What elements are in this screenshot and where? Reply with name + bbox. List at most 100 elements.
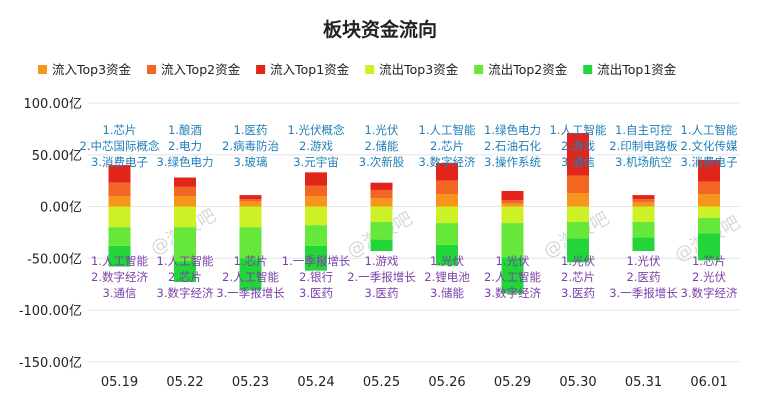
bar-segment bbox=[370, 182, 393, 190]
legend-swatch bbox=[365, 65, 375, 74]
outflow-sector-label: 1.光伏 bbox=[430, 254, 464, 268]
legend-label: 流入Top2资金 bbox=[161, 62, 241, 77]
inflow-sector-label: 2.中芯国际概念 bbox=[80, 139, 160, 153]
bar-segment bbox=[108, 182, 131, 197]
outflow-sector-label: 1.芯片 bbox=[234, 254, 268, 268]
bar-segment bbox=[436, 244, 458, 266]
inflow-sector-label: 2.病毒防治 bbox=[222, 139, 279, 153]
x-tick-label: 05.30 bbox=[559, 375, 596, 390]
outflow-sector-label: 3.储能 bbox=[430, 286, 464, 300]
bar-segment bbox=[632, 195, 655, 200]
outflow-sector-label: 3.通信 bbox=[103, 286, 137, 300]
bar-segment bbox=[239, 195, 262, 200]
x-tick-label: 05.22 bbox=[166, 375, 203, 390]
bar-segment bbox=[698, 217, 720, 234]
bar-segment bbox=[698, 206, 720, 218]
bar-segment bbox=[698, 194, 720, 207]
bar-segment bbox=[305, 206, 327, 226]
outflow-sector-label: 3.一季报增长 bbox=[609, 286, 678, 300]
legend: 流入Top3资金 流入Top2资金 流入Top1资金 流出Top3资金 流出Top2资金… bbox=[38, 62, 677, 77]
bar-segment bbox=[632, 237, 655, 252]
inflow-sector-label: 2.石油石化 bbox=[484, 139, 541, 153]
y-tick-label: -100.00亿 bbox=[19, 304, 82, 319]
bar-segment bbox=[108, 196, 131, 207]
inflow-sector-label: 3.元宇宙 bbox=[293, 155, 338, 169]
outflow-sector-label: 3.数字经济 bbox=[681, 286, 738, 300]
bar-segment bbox=[174, 177, 196, 187]
bar-segment bbox=[632, 202, 655, 207]
outflow-sector-label: 2.一季报增长 bbox=[347, 270, 416, 284]
outflow-sector-label: 2.人工智能 bbox=[484, 270, 541, 284]
bar-segment bbox=[370, 239, 393, 252]
outflow-sector-label: 2.芯片 bbox=[561, 270, 595, 284]
bar-segment bbox=[501, 223, 524, 258]
bar-segment bbox=[239, 258, 262, 291]
bar-segment bbox=[174, 206, 196, 228]
inflow-sector-label: 3.消费电子 bbox=[681, 155, 738, 169]
bar-segment bbox=[108, 165, 131, 183]
inflow-sector-label: 1.光伏 bbox=[365, 123, 399, 137]
outflow-sector-label: 3.数字经济 bbox=[484, 286, 541, 300]
bar-segment bbox=[567, 193, 589, 207]
outflow-sector-label: 3.医药 bbox=[365, 286, 399, 300]
bar-segment bbox=[436, 206, 458, 224]
bar-segment bbox=[501, 203, 524, 207]
inflow-sector-label: 2.游戏 bbox=[299, 139, 333, 153]
bar-segment bbox=[698, 159, 720, 182]
legend-swatch bbox=[147, 65, 157, 74]
bar-segment bbox=[239, 227, 262, 259]
outflow-sector-label: 3.数字经济 bbox=[157, 286, 214, 300]
inflow-sector-label: 3.操作系统 bbox=[484, 155, 541, 169]
x-tick-label: 05.29 bbox=[494, 375, 531, 390]
bar-segment bbox=[501, 200, 524, 204]
bar-segment bbox=[698, 181, 720, 195]
inflow-sector-label: 1.人工智能 bbox=[550, 123, 607, 137]
bar-segment bbox=[436, 194, 458, 207]
inflow-sector-label: 2.电力 bbox=[168, 139, 202, 153]
outflow-sector-label: 1.光伏 bbox=[561, 254, 595, 268]
bar-segment bbox=[370, 198, 393, 207]
legend-label: 流出Top2资金 bbox=[488, 62, 568, 77]
inflow-sector-label: 2.游戏 bbox=[561, 139, 595, 153]
bar-segment bbox=[567, 175, 589, 194]
outflow-sector-label: 2.光伏 bbox=[692, 270, 726, 284]
x-tick-label: 05.24 bbox=[297, 375, 334, 390]
y-axis: 100.00亿 50.00亿 0.00亿 -50.00亿 -100.00亿 -150.00… bbox=[19, 97, 82, 371]
bar-segment bbox=[501, 206, 524, 224]
outflow-sector-label: 2.人工智能 bbox=[222, 270, 279, 284]
legend-label: 流出Top3资金 bbox=[379, 62, 459, 77]
inflow-sector-label: 3.通信 bbox=[561, 155, 595, 169]
x-axis: 05.19 05.22 05.23 05.24 05.25 05.26 05.29 05.30… bbox=[101, 375, 728, 390]
inflow-sector-label: 3.次新股 bbox=[359, 155, 405, 169]
bar-segment bbox=[436, 223, 458, 245]
inflow-sector-label: 2.文化传媒 bbox=[681, 139, 738, 153]
inflow-sector-label: 1.芯片 bbox=[103, 123, 137, 137]
x-tick-label: 05.26 bbox=[428, 375, 465, 390]
bar-segment bbox=[305, 225, 327, 246]
bar-segment bbox=[632, 222, 655, 238]
y-tick-label: 50.00亿 bbox=[32, 149, 82, 164]
outflow-sector-label: 1.光伏 bbox=[496, 254, 530, 268]
grid-lines bbox=[88, 102, 740, 363]
bar-segment bbox=[305, 172, 327, 186]
bar-segment bbox=[436, 163, 458, 181]
outflow-sector-label: 2.医药 bbox=[627, 270, 661, 284]
bar-segment bbox=[632, 199, 655, 203]
inflow-sector-label: 2.印制电路板 bbox=[609, 139, 678, 153]
inflow-sector-label: 3.机场航空 bbox=[615, 155, 672, 169]
outflow-sector-label: 3.医药 bbox=[299, 286, 333, 300]
outflow-sector-label: 1.一季报增长 bbox=[282, 254, 351, 268]
inflow-sector-label: 2.芯片 bbox=[430, 139, 464, 153]
chart-title: 板块资金流向 bbox=[323, 18, 437, 41]
inflow-sector-label: 1.酿酒 bbox=[168, 123, 202, 137]
bar-segment bbox=[174, 196, 196, 207]
bar-labels: 1.芯片 2.中芯国际概念 3.消费电子 1.人工智能 2.数字经济 3.通信 1.酿酒 2.… bbox=[80, 123, 738, 300]
bar-segment bbox=[370, 189, 393, 199]
x-tick-label: 05.23 bbox=[232, 375, 269, 390]
y-tick-label: -150.00亿 bbox=[19, 356, 82, 371]
outflow-sector-label: 2.银行 bbox=[299, 270, 333, 284]
inflow-sector-label: 1.人工智能 bbox=[419, 123, 476, 137]
bar-segment bbox=[501, 257, 524, 294]
bar-segment bbox=[567, 206, 589, 223]
